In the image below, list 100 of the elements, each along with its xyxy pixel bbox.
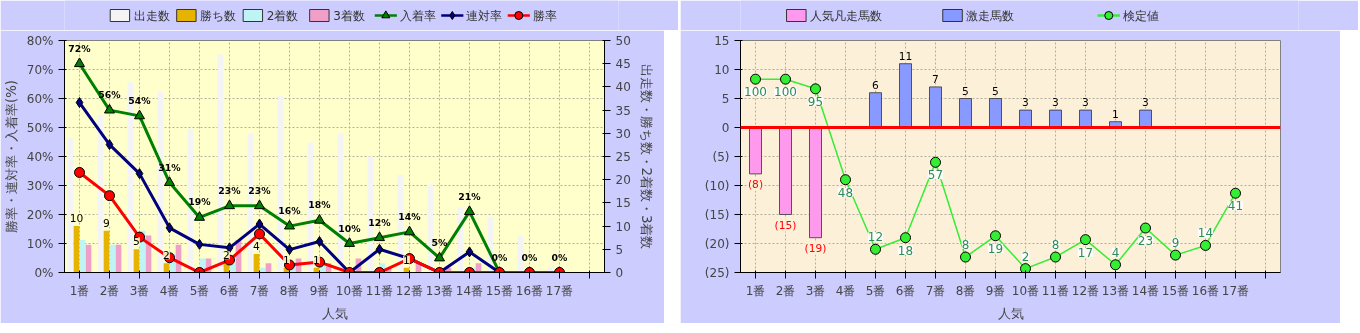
y2-tick-label: 35 — [615, 103, 631, 118]
data-label: 2 — [163, 249, 170, 263]
legend-label: 検定値 — [1122, 8, 1159, 23]
point — [1050, 251, 1061, 263]
data-label: 6 — [872, 78, 880, 92]
bar — [749, 127, 762, 175]
data-label: 3 — [1082, 96, 1089, 110]
x-tick-label: 16番 — [1191, 283, 1220, 298]
data-label: 17 — [1077, 245, 1094, 260]
data-label: 3 — [1022, 96, 1029, 110]
data-label: 9 — [103, 216, 111, 230]
point — [1020, 263, 1031, 273]
x-tick-label: 8番 — [279, 283, 300, 298]
data-label: 3 — [1142, 96, 1149, 110]
legend-label: 出走数 — [133, 8, 170, 23]
point — [254, 228, 265, 240]
data-label: 5 — [133, 235, 140, 249]
data-label: 23% — [248, 184, 272, 196]
y2-tick-label: 50 — [615, 34, 631, 48]
y2-tick-label: 25 — [615, 150, 631, 164]
data-label: 11 — [898, 49, 913, 63]
point — [74, 57, 85, 68]
point — [375, 243, 384, 255]
point — [105, 139, 114, 151]
x-tick-label: 16番 — [515, 283, 544, 298]
bar — [869, 92, 882, 128]
bar — [959, 98, 972, 128]
data-label: 54% — [128, 94, 152, 106]
bar — [989, 98, 1002, 128]
x-tick-label: 5番 — [865, 283, 886, 298]
data-label: 10% — [338, 222, 362, 234]
data-label: 23 — [1137, 234, 1154, 249]
y-tick-label: 50% — [26, 120, 54, 135]
x-tick-label: 12番 — [395, 283, 424, 298]
data-label: 18% — [308, 199, 332, 211]
point — [1170, 249, 1181, 261]
y-tick-label: 30% — [26, 178, 54, 193]
data-label: (19) — [804, 241, 827, 255]
data-label: 5 — [992, 84, 999, 98]
point — [930, 156, 941, 168]
x-tick-label: 4番 — [835, 283, 856, 298]
point — [344, 237, 355, 247]
x-tick-label: 9番 — [309, 283, 330, 298]
point — [374, 231, 385, 242]
data-label: 48 — [837, 185, 854, 200]
y-tick-label: 60% — [26, 91, 54, 106]
y-tick-label: 70% — [26, 62, 54, 77]
data-label: 14% — [398, 210, 422, 222]
y-tick-label: 10% — [26, 236, 54, 251]
data-label: 4 — [1111, 245, 1120, 260]
x-tick-label: 2番 — [775, 283, 796, 298]
point — [285, 244, 294, 256]
point — [314, 214, 325, 224]
data-label: 12 — [867, 230, 884, 245]
point — [254, 199, 265, 210]
point — [1230, 187, 1241, 199]
x-tick-label: 1番 — [745, 283, 766, 298]
legend-label: 勝率 — [532, 8, 557, 23]
y-tick-label: (20) — [704, 236, 730, 251]
y2-tick-label: 40 — [615, 80, 631, 95]
point — [1080, 234, 1091, 246]
bar — [929, 86, 942, 128]
data-label: 5% — [431, 237, 449, 248]
point — [74, 166, 85, 178]
data-label: 100 — [744, 85, 767, 100]
data-label: 72% — [68, 42, 92, 54]
x-tick-label: 12番 — [1071, 283, 1100, 298]
point — [224, 199, 235, 210]
point — [404, 225, 415, 236]
data-label: 1 — [283, 253, 290, 267]
data-label: 100 — [774, 85, 797, 100]
point — [810, 83, 821, 95]
data-label: 1 — [403, 253, 410, 267]
y-tick-label: (5) — [712, 149, 730, 164]
data-label: (15) — [774, 218, 797, 232]
x-tick-label: 6番 — [219, 283, 240, 298]
data-label: 5 — [962, 84, 969, 98]
x-axis-title: 人気 — [997, 305, 1024, 321]
x-tick-label: 13番 — [425, 283, 454, 298]
x-tick-label: 7番 — [925, 283, 946, 298]
y2-tick-label: 15 — [615, 196, 631, 211]
point — [165, 222, 174, 234]
y-tick-label: (10) — [704, 178, 730, 193]
y-tick-label: 80% — [26, 33, 54, 48]
data-label: (8) — [747, 177, 764, 191]
data-label: 9 — [1171, 236, 1180, 251]
point — [464, 205, 475, 215]
data-label: 4 — [253, 239, 261, 253]
point — [284, 219, 295, 230]
data-label: 14 — [1197, 226, 1214, 241]
point — [134, 109, 145, 120]
point — [194, 211, 205, 221]
legend-label: 3着数 — [333, 8, 365, 23]
y-tick-label: 0% — [34, 265, 54, 280]
data-label: 1 — [313, 253, 320, 267]
data-label: 21% — [458, 190, 482, 202]
point — [960, 251, 971, 263]
y-tick-label: 5 — [721, 91, 730, 106]
point — [135, 168, 144, 180]
x-tick-label: 1番 — [69, 283, 90, 298]
